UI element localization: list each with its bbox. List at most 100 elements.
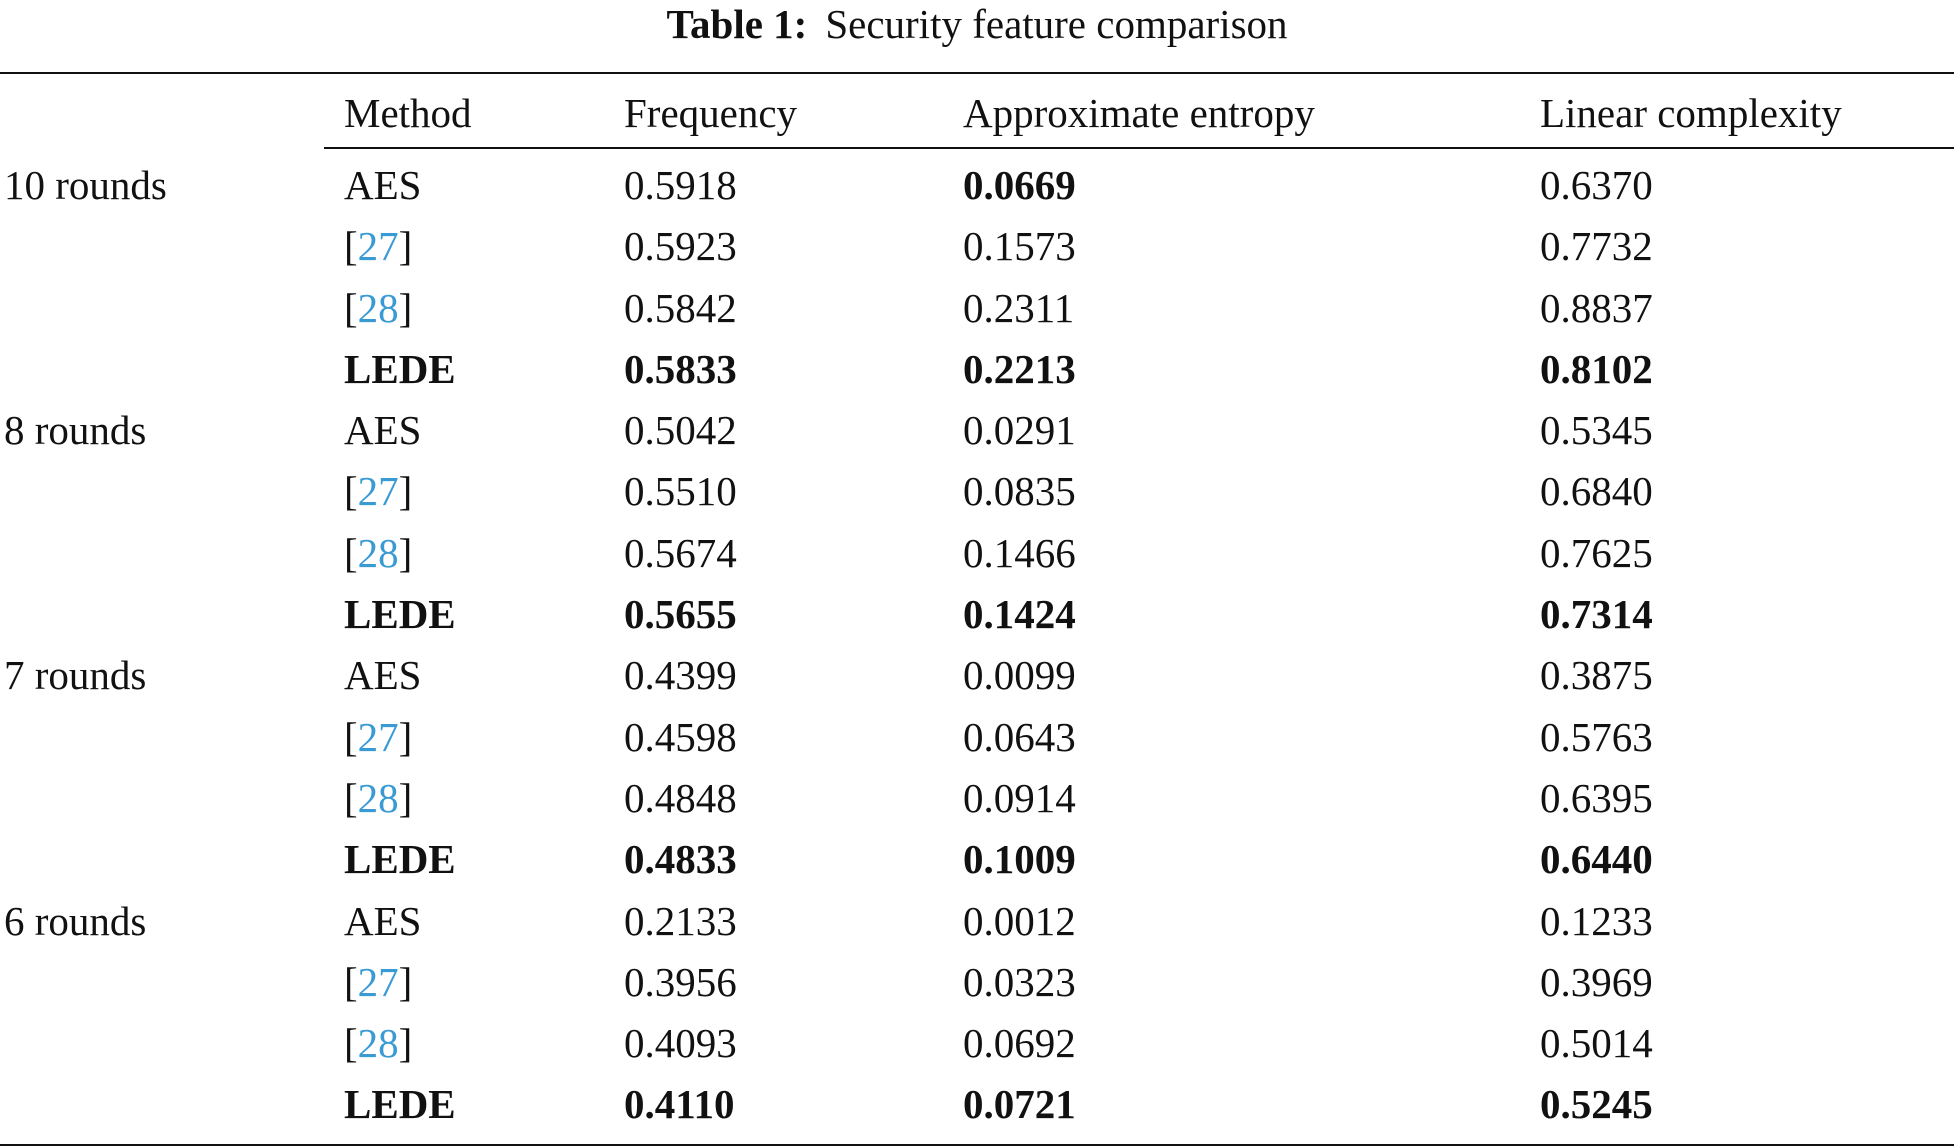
cell-method: [28] (344, 768, 412, 829)
security-comparison-table: Method Frequency Approximate entropy Lin… (0, 72, 1954, 1146)
cell-approximate-entropy: 0.0323 (963, 958, 1076, 1005)
cell-linear-complexity: 0.6370 (1540, 162, 1653, 208)
cell-frequency: 0.5833 (624, 345, 737, 392)
cell-method: LEDE (344, 591, 456, 638)
cell-frequency: 0.4598 (624, 713, 737, 760)
cell-linear-complexity: 0.7625 (1540, 529, 1653, 576)
ref-bracket-close: ] (398, 713, 413, 760)
table-header-rule (324, 147, 1954, 149)
table-row: [28] 0.5674 0.1466 0.7625 (0, 523, 1954, 584)
ref-bracket-open: [ (344, 1020, 358, 1067)
cell-linear-complexity: 0.1233 (1540, 897, 1653, 944)
ref-bracket-open: [ (344, 713, 358, 760)
cell-method: AES (344, 652, 422, 699)
header-linear-complexity: Linear complexity (1540, 90, 1842, 136)
ref-bracket-open: [ (344, 529, 358, 576)
reference-link[interactable]: 28 (357, 1020, 399, 1067)
ref-bracket-close: ] (398, 284, 413, 331)
cell-approximate-entropy: 0.2311 (963, 284, 1075, 331)
ref-bracket-open: [ (344, 774, 358, 821)
reference-link[interactable]: 28 (357, 284, 399, 331)
cell-method: AES (344, 162, 422, 208)
cell-approximate-entropy: 0.2213 (963, 345, 1076, 392)
cell-linear-complexity: 0.8102 (1540, 345, 1653, 392)
cell-linear-complexity: 0.5763 (1540, 713, 1653, 760)
reference-link[interactable]: 27 (357, 713, 399, 760)
cell-linear-complexity: 0.5345 (1540, 407, 1653, 454)
ref-bracket-close: ] (398, 958, 413, 1005)
cell-linear-complexity: 0.3875 (1540, 652, 1653, 699)
cell-method: [28] (344, 523, 412, 584)
cell-linear-complexity: 0.7732 (1540, 223, 1653, 270)
cell-linear-complexity: 0.5245 (1540, 1081, 1653, 1128)
ref-bracket-close: ] (398, 529, 413, 576)
cell-frequency: 0.4110 (624, 1081, 735, 1128)
cell-linear-complexity: 0.3969 (1540, 958, 1653, 1005)
cell-frequency: 0.4848 (624, 774, 737, 821)
reference-link[interactable]: 27 (357, 223, 399, 270)
cell-method: [27] (344, 952, 412, 1013)
table-row: 8 rounds AES 0.5042 0.0291 0.5345 (0, 400, 1954, 461)
row-group-label: 10 rounds (4, 162, 167, 208)
table-caption-text: Security feature comparison (825, 1, 1288, 47)
table-row: 7 rounds AES 0.4399 0.0099 0.3875 (0, 645, 1954, 706)
table-row: 6 rounds AES 0.2133 0.0012 0.1233 (0, 891, 1954, 952)
ref-bracket-close: ] (398, 468, 413, 515)
cell-approximate-entropy: 0.0669 (963, 162, 1076, 208)
cell-approximate-entropy: 0.1573 (963, 223, 1076, 270)
table-row: [28] 0.4093 0.0692 0.5014 (0, 1013, 1954, 1074)
cell-frequency: 0.4093 (624, 1020, 737, 1067)
row-group-label: 6 rounds (4, 897, 147, 944)
reference-link[interactable]: 28 (357, 774, 399, 821)
cell-linear-complexity: 0.5014 (1540, 1020, 1653, 1067)
cell-linear-complexity: 0.7314 (1540, 591, 1653, 638)
cell-method: [27] (344, 461, 412, 522)
reference-link[interactable]: 27 (357, 468, 399, 515)
cell-approximate-entropy: 0.0914 (963, 774, 1076, 821)
ref-bracket-open: [ (344, 958, 358, 1005)
row-group-label: 8 rounds (4, 407, 147, 454)
table-row: LEDE 0.4110 0.0721 0.5245 (0, 1074, 1954, 1135)
table-caption-label: Table 1: (666, 1, 808, 47)
table-bottom-rule (0, 1143, 1954, 1146)
cell-method: AES (344, 407, 422, 454)
cell-approximate-entropy: 0.0291 (963, 407, 1076, 454)
cell-method: LEDE (344, 836, 456, 883)
cell-method: AES (344, 897, 422, 944)
reference-link[interactable]: 27 (357, 958, 399, 1005)
table-row: [27] 0.3956 0.0323 0.3969 (0, 952, 1954, 1013)
cell-frequency: 0.5655 (624, 591, 737, 638)
header-frequency: Frequency (624, 90, 798, 136)
cell-frequency: 0.5042 (624, 407, 737, 454)
table-caption: Table 1: Security feature comparison (0, 0, 1954, 48)
cell-frequency: 0.5674 (624, 529, 737, 576)
ref-bracket-open: [ (344, 223, 358, 270)
cell-frequency: 0.5842 (624, 284, 737, 331)
ref-bracket-close: ] (398, 774, 413, 821)
cell-approximate-entropy: 0.1466 (963, 529, 1076, 576)
table-row: [27] 0.5510 0.0835 0.6840 (0, 461, 1954, 522)
table-row: LEDE 0.4833 0.1009 0.6440 (0, 829, 1954, 890)
table-row: LEDE 0.5833 0.2213 0.8102 (0, 339, 1954, 400)
cell-frequency: 0.4399 (624, 652, 737, 699)
table-row: 10 rounds AES 0.5918 0.0669 0.6370 (0, 155, 1954, 216)
cell-method: [27] (344, 216, 412, 277)
cell-frequency: 0.5923 (624, 223, 737, 270)
table-row: LEDE 0.5655 0.1424 0.7314 (0, 584, 1954, 645)
cell-method: LEDE (344, 1081, 456, 1128)
cell-frequency: 0.3956 (624, 958, 737, 1005)
cell-linear-complexity: 0.8837 (1540, 284, 1653, 331)
table-row: [28] 0.4848 0.0914 0.6395 (0, 768, 1954, 829)
cell-frequency: 0.5510 (624, 468, 737, 515)
table-row: [27] 0.5923 0.1573 0.7732 (0, 216, 1954, 277)
ref-bracket-close: ] (398, 1020, 413, 1067)
cell-frequency: 0.2133 (624, 897, 737, 944)
header-approximate-entropy: Approximate entropy (963, 90, 1315, 136)
reference-link[interactable]: 28 (357, 529, 399, 576)
cell-approximate-entropy: 0.0099 (963, 652, 1076, 699)
ref-bracket-close: ] (398, 223, 413, 270)
cell-linear-complexity: 0.6395 (1540, 774, 1653, 821)
cell-method: [28] (344, 278, 412, 339)
cell-approximate-entropy: 0.1424 (963, 591, 1076, 638)
cell-approximate-entropy: 0.0721 (963, 1081, 1076, 1128)
